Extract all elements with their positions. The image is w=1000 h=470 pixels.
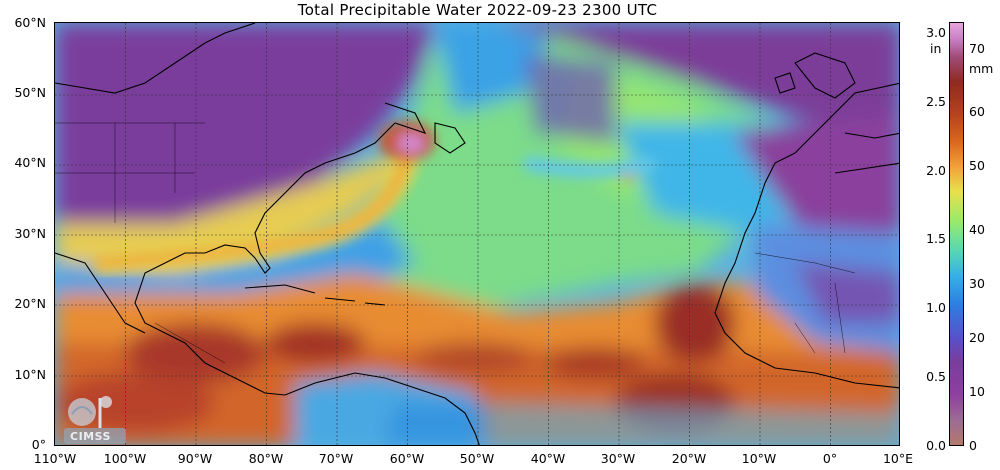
map-title: Total Precipitable Water 2022-09-23 2300…	[297, 1, 658, 19]
colorbar-inch-tick: 1.0	[926, 300, 946, 315]
colorbar-mm-tick: 50	[969, 158, 985, 173]
lon-label: 80°W	[248, 451, 284, 466]
lat-label: 40°N	[14, 155, 46, 170]
colorbar-inch-tick: 3.0	[926, 25, 946, 40]
lon-label: 30°W	[600, 451, 636, 466]
storm-feature	[94, 120, 657, 274]
lat-label: 0°	[31, 437, 46, 452]
lat-label: 50°N	[14, 85, 46, 100]
lon-label: 50°W	[459, 451, 495, 466]
lon-label: 100°W	[103, 451, 147, 466]
lon-label: 70°W	[318, 451, 354, 466]
lon-label: 20°W	[671, 451, 707, 466]
colorbar-mm-tick: 0	[969, 438, 977, 453]
colorbar-mm-tick: 20	[969, 330, 985, 345]
lat-label: 20°N	[14, 296, 46, 311]
lon-label: 10°W	[741, 451, 777, 466]
colorbar-unit-in: in	[930, 41, 942, 56]
colorbar-mm-tick: 60	[969, 104, 985, 119]
colorbar-mm-tick: 10	[969, 384, 985, 399]
logo-text: CIMSS	[70, 430, 111, 443]
lon-label: 110°W	[33, 451, 77, 466]
lon-label: 90°W	[177, 451, 213, 466]
colorbar-mm-tick: 30	[969, 276, 985, 291]
lon-label: 60°W	[389, 451, 425, 466]
moisture-field	[55, 23, 899, 445]
lat-label: 10°N	[14, 367, 46, 382]
lon-label: 0°	[822, 451, 838, 466]
colorbar	[949, 22, 964, 446]
lon-label: 40°W	[530, 451, 566, 466]
cimss-logo-icon	[64, 396, 126, 444]
colorbar-inch-tick: 0.0	[926, 438, 946, 453]
colorbar-mm-tick: 40	[969, 222, 985, 237]
colorbar-unit-mm: mm	[969, 61, 994, 76]
colorbar-inch-tick: 2.0	[926, 163, 946, 178]
colorbar-inch-tick: 2.5	[926, 94, 946, 109]
lon-label: 10°E	[882, 451, 914, 466]
coastlines	[55, 23, 899, 445]
lat-label: 60°N	[14, 15, 46, 30]
graticule	[55, 23, 899, 445]
colorbar-inch-tick: 1.5	[926, 231, 946, 246]
colorbar-mm-tick: 70	[969, 41, 985, 56]
colorbar-inch-tick: 0.5	[926, 369, 946, 384]
lat-label: 30°N	[14, 226, 46, 241]
precipitable-water-map	[55, 23, 899, 445]
borders	[55, 122, 856, 364]
map-panel[interactable]	[54, 22, 900, 446]
